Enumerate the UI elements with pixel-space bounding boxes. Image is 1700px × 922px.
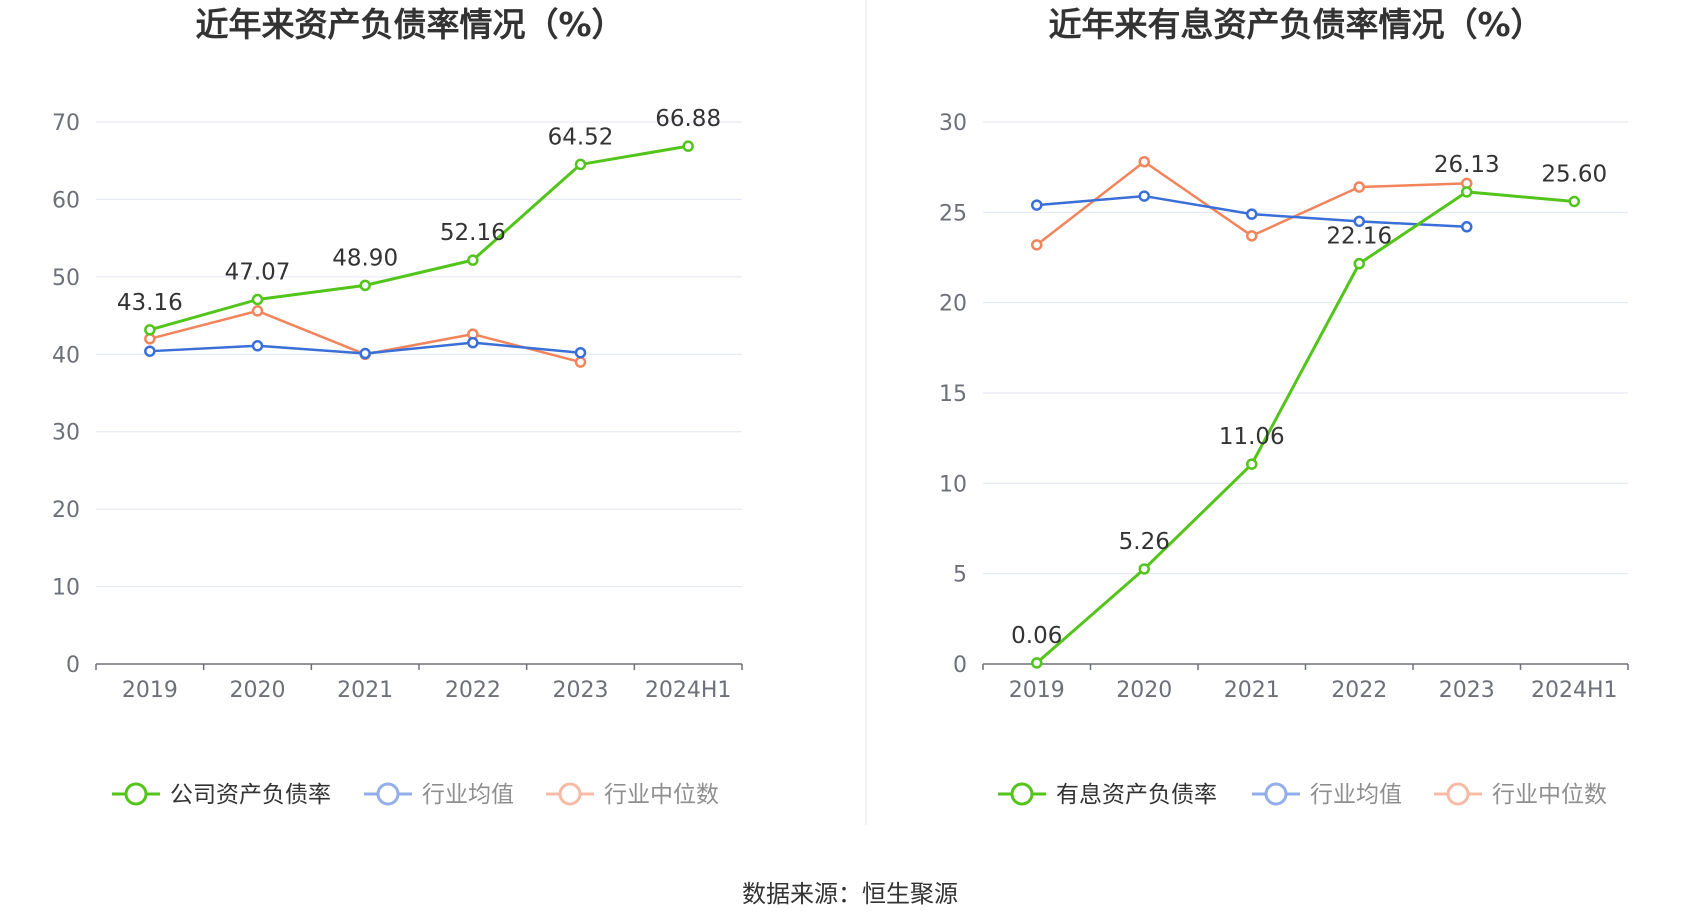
data-label: 64.52 <box>548 124 614 150</box>
y-tick-label: 25 <box>939 201 967 226</box>
data-point[interactable] <box>251 293 264 306</box>
data-point[interactable] <box>1353 215 1365 228</box>
series-line-main <box>149 144 689 332</box>
x-tick-label: 2019 <box>1009 678 1065 703</box>
data-label: 25.60 <box>1541 161 1607 187</box>
data-point[interactable] <box>1246 458 1258 470</box>
x-tick-label: 2020 <box>230 678 286 703</box>
legend-label: 公司资产负债率 <box>170 782 331 808</box>
data-point[interactable] <box>1138 155 1150 168</box>
data-point[interactable] <box>1568 195 1580 208</box>
legend-marker-icon <box>376 782 400 806</box>
x-tick-label: 2023 <box>553 678 609 703</box>
x-tick-label: 2020 <box>1116 678 1172 703</box>
data-label: 5.26 <box>1119 529 1170 555</box>
legend-label: 行业中位数 <box>1492 782 1607 808</box>
y-tick-label: 70 <box>52 111 80 136</box>
y-tick-label: 5 <box>953 563 967 588</box>
data-point[interactable] <box>574 356 587 368</box>
y-tick-label: 0 <box>66 653 80 678</box>
y-tick-label: 60 <box>52 188 80 213</box>
data-point[interactable] <box>467 254 479 266</box>
y-tick-label: 50 <box>52 266 80 291</box>
legend-marker-icon <box>1010 782 1034 806</box>
x-tick-label: 2021 <box>1224 678 1280 703</box>
y-tick-label: 15 <box>939 382 967 407</box>
data-label: 26.13 <box>1434 152 1500 178</box>
data-point[interactable] <box>1461 221 1473 233</box>
y-tick-label: 30 <box>52 421 80 446</box>
y-tick-label: 40 <box>52 343 80 368</box>
data-point[interactable] <box>144 324 156 336</box>
data-label: 48.90 <box>332 245 398 271</box>
data-point[interactable] <box>1138 563 1150 575</box>
legend-item[interactable]: 公司资产负债率 <box>112 782 331 808</box>
data-point[interactable] <box>251 340 264 352</box>
x-tick-label: 2022 <box>1331 678 1387 703</box>
legend-label: 有息资产负债率 <box>1056 782 1217 808</box>
legend-item[interactable]: 行业均值 <box>364 782 514 808</box>
data-point[interactable] <box>251 305 264 317</box>
legend-marker-icon <box>124 782 148 806</box>
x-tick-label: 2022 <box>445 678 501 703</box>
x-tick-label: 2023 <box>1439 678 1495 703</box>
data-label: 11.06 <box>1219 424 1285 450</box>
data-point[interactable] <box>1246 230 1258 242</box>
data-label: 0.06 <box>1011 623 1062 649</box>
legend-label: 行业均值 <box>1310 782 1402 808</box>
data-point[interactable] <box>1246 208 1258 220</box>
chart-title: 近年来资产负债率情况（%） <box>195 5 624 44</box>
y-tick-label: 10 <box>939 472 967 497</box>
legend-item[interactable]: 有息资产负债率 <box>998 782 1217 808</box>
data-label: 66.88 <box>655 106 721 132</box>
y-tick-label: 0 <box>953 653 967 678</box>
data-label: 47.07 <box>225 260 291 286</box>
legend-label: 行业均值 <box>422 782 514 808</box>
x-tick-label: 2024H1 <box>645 678 732 703</box>
data-point[interactable] <box>1353 257 1365 270</box>
y-tick-label: 10 <box>52 576 80 601</box>
data-point[interactable] <box>359 279 371 292</box>
legend-marker-icon <box>1446 782 1470 806</box>
y-tick-label: 20 <box>52 498 80 523</box>
legend-label: 行业中位数 <box>604 782 719 808</box>
legend-item[interactable]: 行业均值 <box>1252 782 1402 808</box>
legend-item[interactable]: 行业中位数 <box>546 782 719 808</box>
data-point[interactable] <box>1031 199 1043 211</box>
data-point[interactable] <box>682 140 694 152</box>
chart-title: 近年来有息资产负债率情况（%） <box>1048 5 1543 44</box>
y-tick-label: 30 <box>939 111 967 136</box>
data-point[interactable] <box>574 346 587 359</box>
legend-marker-icon <box>1264 782 1288 806</box>
data-label: 22.16 <box>1326 224 1392 250</box>
x-tick-label: 2024H1 <box>1531 678 1618 703</box>
data-point[interactable] <box>359 347 371 360</box>
x-tick-label: 2021 <box>337 678 393 703</box>
asset-liability-ratio-chart: 近年来资产负债率情况（%） 0 10 20 30 40 50 60 70 2019 2020 2021… <box>52 5 743 808</box>
data-point[interactable] <box>1353 181 1365 193</box>
data-point[interactable] <box>1031 239 1043 251</box>
data-point[interactable] <box>1138 190 1150 202</box>
series-line-main <box>1035 190 1575 665</box>
data-point[interactable] <box>467 336 479 349</box>
x-tick-label: 2019 <box>122 678 178 703</box>
data-label: 52.16 <box>440 220 506 246</box>
interest-bearing-liability-ratio-chart: 近年来有息资产负债率情况（%） 0 5 10 15 20 25 30 2019 2020 2021 2… <box>939 5 1629 808</box>
legend-item[interactable]: 行业中位数 <box>1434 782 1607 808</box>
data-point[interactable] <box>1461 186 1473 198</box>
data-point[interactable] <box>1031 657 1043 669</box>
data-source-label: 数据来源：恒生聚源 <box>742 880 958 908</box>
y-tick-label: 20 <box>939 292 967 317</box>
legend-marker-icon <box>558 782 582 806</box>
data-point[interactable] <box>144 333 156 345</box>
data-point[interactable] <box>144 345 156 357</box>
data-point[interactable] <box>574 158 587 171</box>
data-label: 43.16 <box>117 290 183 316</box>
